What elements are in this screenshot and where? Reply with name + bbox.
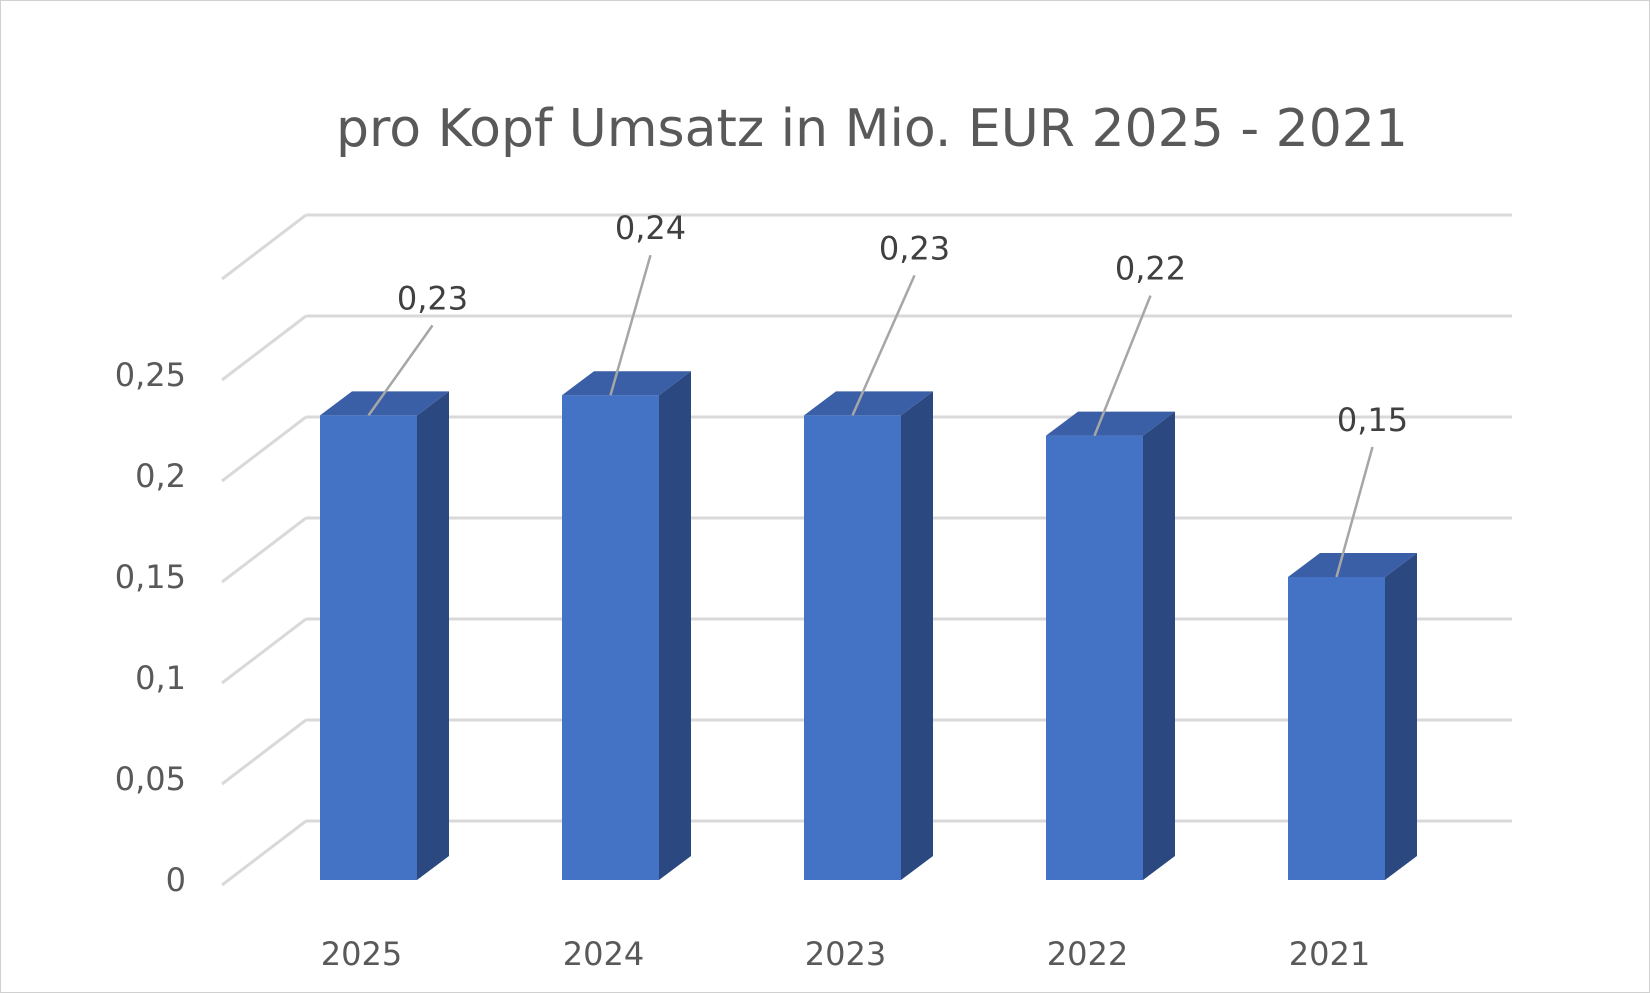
data-label: 0,24 [615, 209, 686, 247]
x-tick-label: 2022 [1047, 935, 1128, 973]
bar-2024 [562, 371, 691, 880]
data-label: 0,15 [1337, 401, 1408, 439]
bar-side [659, 371, 691, 880]
bar-2025 [320, 391, 449, 880]
bar-2021 [1288, 553, 1417, 880]
leader-line [1335, 446, 1374, 578]
bar-front [804, 415, 901, 880]
y-tick-label: 0,2 [135, 457, 186, 495]
bar-top [562, 371, 691, 396]
bar-2023 [804, 391, 933, 880]
bar-side [1143, 411, 1175, 880]
y-tick-label: 0,25 [115, 356, 186, 394]
x-tick-label: 2023 [805, 935, 886, 973]
data-label: 0,23 [879, 229, 950, 267]
x-tick-label: 2021 [1289, 935, 1370, 973]
bar-front [1046, 435, 1143, 880]
bar-top [1046, 411, 1175, 436]
x-tick-label: 2024 [563, 935, 644, 973]
bar-2022 [1046, 411, 1175, 880]
bar-top [1288, 553, 1417, 577]
leader-line [609, 254, 652, 396]
gridline-depth [221, 617, 307, 685]
y-tick-label: 0,15 [115, 558, 186, 596]
data-label: 0,23 [397, 279, 468, 317]
gridline-depth [221, 819, 307, 887]
data-label: 0,22 [1115, 250, 1186, 288]
bar-side [1385, 553, 1417, 880]
gridline-depth [221, 314, 307, 382]
y-tick-label: 0,05 [115, 760, 186, 798]
bar-top [804, 391, 933, 416]
bar-front [320, 415, 417, 880]
y-tick-label: 0 [166, 861, 186, 899]
x-tick-label: 2025 [321, 935, 402, 973]
y-axis-ticks: 0 0,05 0,1 0,15 0,2 0,25 [115, 356, 186, 899]
gridline-depth [221, 213, 307, 281]
bar-front [562, 395, 659, 880]
gridline-depth [221, 516, 307, 584]
bars [320, 371, 1417, 880]
gridline-depth [221, 415, 307, 483]
bar-side [901, 391, 933, 880]
bar-front [1288, 577, 1385, 880]
data-labels: 0,23 0,24 0,23 0,22 0,15 [367, 209, 1408, 578]
bar-top [320, 391, 449, 416]
leader-line [367, 324, 434, 417]
leader-line [851, 274, 916, 416]
gridline-depth [221, 718, 307, 786]
bar-side [417, 391, 449, 880]
chart-title: pro Kopf Umsatz in Mio. EUR 2025 - 2021 [336, 99, 1408, 159]
y-tick-label: 0,1 [135, 659, 186, 697]
x-axis-ticks: 2025 2024 2023 2022 2021 [321, 935, 1370, 973]
leader-line [1093, 295, 1152, 437]
